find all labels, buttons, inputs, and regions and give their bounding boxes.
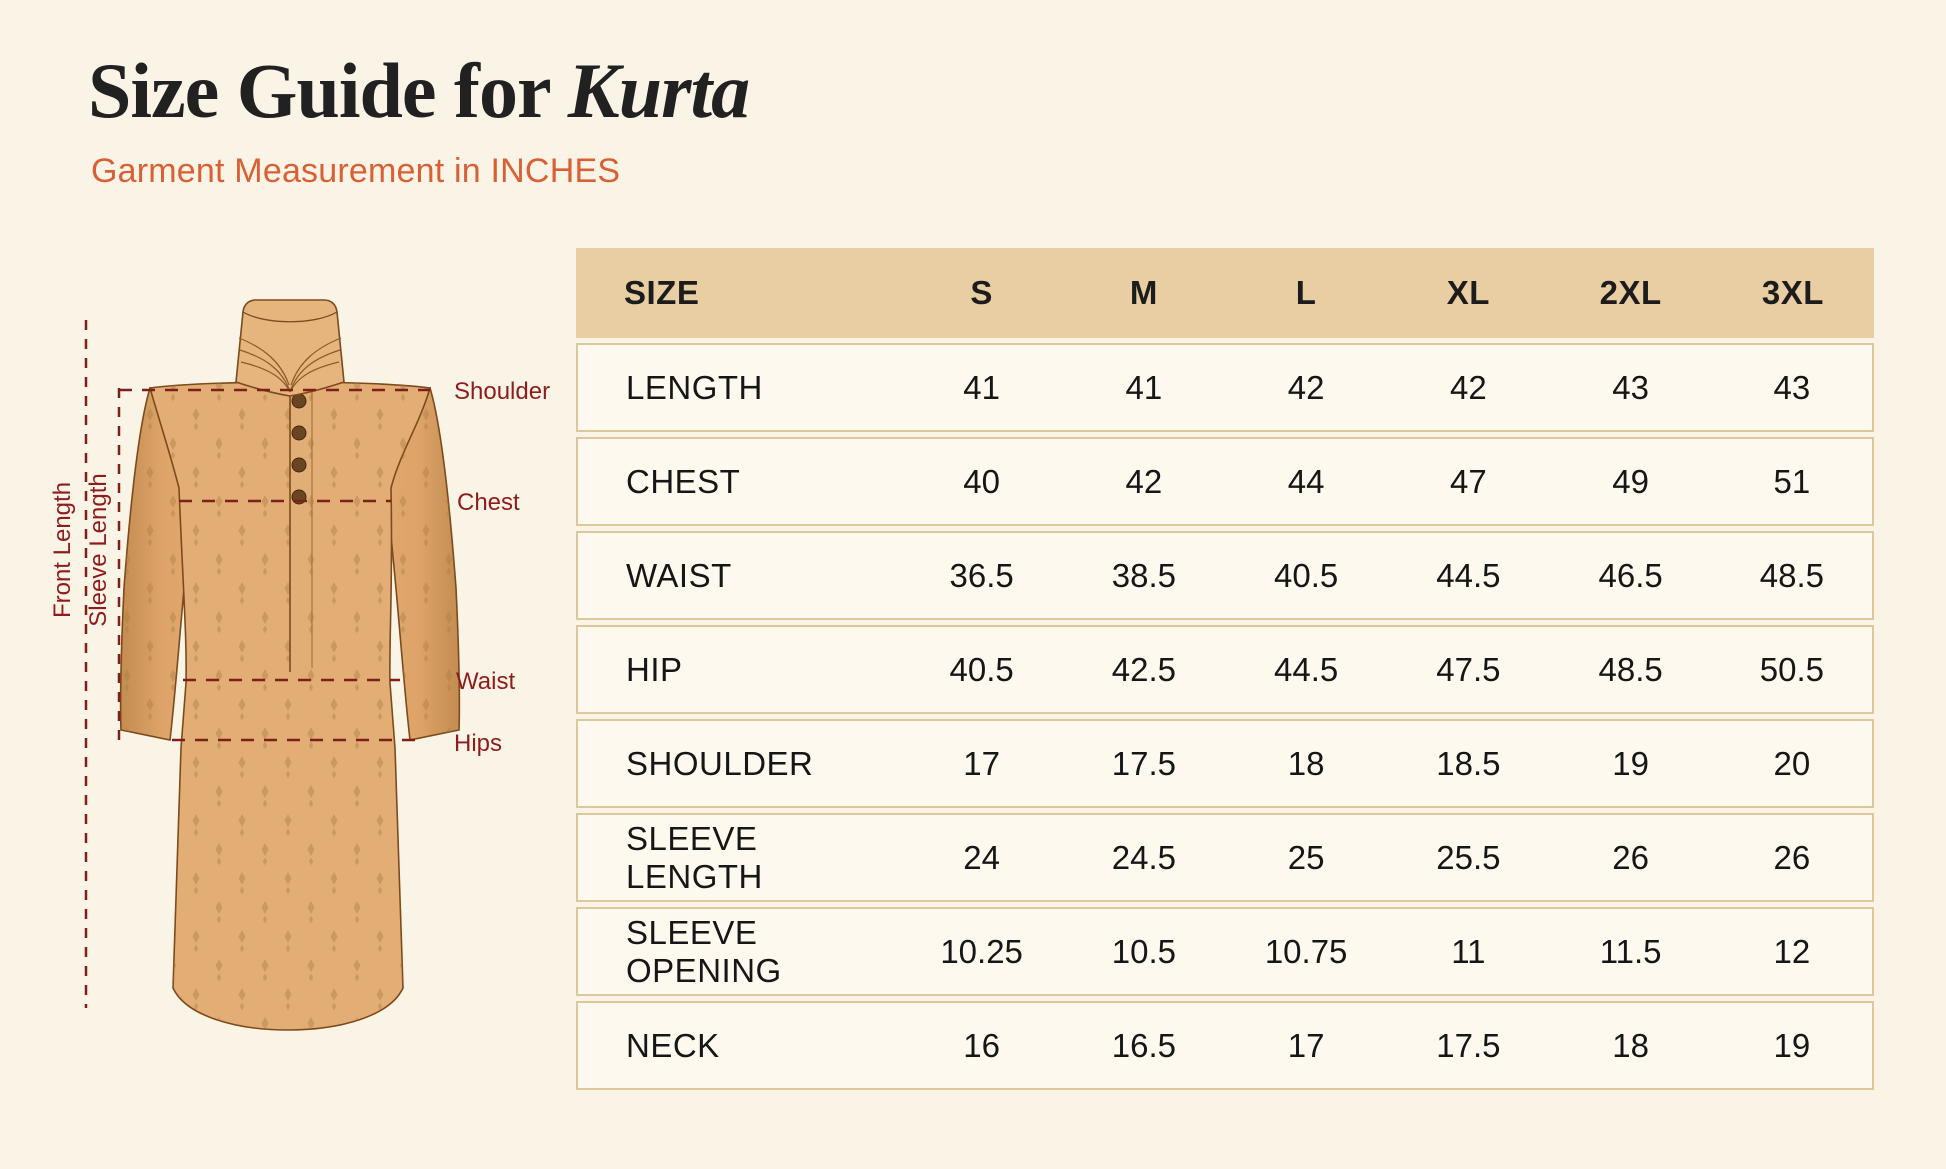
size-table: SIZE S M L XL 2XL 3XL LENGTH 41 41 42 42 43 43 CHEST 4… (576, 243, 1874, 1095)
table-row: CHEST 40 42 44 47 49 51 (576, 437, 1874, 526)
kurta-button (291, 457, 307, 473)
measurement-value: 50.5 (1711, 625, 1874, 714)
measurement-value: 24 (900, 813, 1063, 902)
front-length-label: Front Length (50, 482, 76, 618)
measurement-value: 47 (1387, 437, 1550, 526)
measurement-value: 16.5 (1062, 1001, 1225, 1090)
measurement-value: 49 (1549, 437, 1712, 526)
size-column-header: SIZE (576, 248, 901, 338)
measurement-value: 25 (1225, 813, 1388, 902)
measurement-value: 11 (1387, 907, 1550, 996)
page-subtitle: Garment Measurement in INCHES (91, 152, 621, 190)
measurement-value: 20 (1711, 719, 1874, 808)
measurement-value: 24.5 (1062, 813, 1225, 902)
measurement-value: 26 (1549, 813, 1712, 902)
waist-label: Waist (456, 668, 515, 695)
chest-label: Chest (457, 489, 520, 516)
kurta-collar (235, 299, 345, 397)
measurement-value: 40 (900, 437, 1063, 526)
size-header-2xl: 2XL (1549, 248, 1712, 338)
size-table-body: LENGTH 41 41 42 42 43 43 CHEST 40 42 44 47 49 51 WAIST… (576, 343, 1874, 1090)
measurement-value: 40.5 (1225, 531, 1388, 620)
measurement-label: NECK (576, 1001, 901, 1090)
kurta-garment-illustration: Shoulder Chest Waist Hips Front Length S… (49, 299, 550, 1031)
measurement-value: 36.5 (900, 531, 1063, 620)
measurement-value: 42 (1225, 343, 1388, 432)
measurement-value: 17 (900, 719, 1063, 808)
measurement-value: 48.5 (1711, 531, 1874, 620)
measurement-label: SHOULDER (576, 719, 901, 808)
kurta-placket (289, 392, 313, 672)
measurement-value: 42 (1062, 437, 1225, 526)
size-header-l: L (1225, 248, 1388, 338)
table-row: SHOULDER 17 17.5 18 18.5 19 20 (576, 719, 1874, 808)
measurement-value: 10.75 (1225, 907, 1388, 996)
measurement-value: 41 (900, 343, 1063, 432)
table-row: HIP 40.5 42.5 44.5 47.5 48.5 50.5 (576, 625, 1874, 714)
sleeve-length-label: Sleeve Length (85, 473, 112, 626)
measurement-value: 18 (1549, 1001, 1712, 1090)
table-row: LENGTH 41 41 42 42 43 43 (576, 343, 1874, 432)
hips-label: Hips (454, 730, 502, 757)
measurement-value: 16 (900, 1001, 1063, 1090)
size-table-container: SIZE S M L XL 2XL 3XL LENGTH 41 41 42 42 43 43 CHEST 4… (576, 243, 1874, 1095)
measurement-value: 42.5 (1062, 625, 1225, 714)
table-row: WAIST 36.5 38.5 40.5 44.5 46.5 48.5 (576, 531, 1874, 620)
measurement-value: 17.5 (1062, 719, 1225, 808)
kurta-button (291, 425, 307, 441)
measurement-label: SLEEVE OPENING (576, 907, 901, 996)
measurement-value: 41 (1062, 343, 1225, 432)
measurement-label: WAIST (576, 531, 901, 620)
measurement-value: 48.5 (1549, 625, 1712, 714)
measurement-value: 42 (1387, 343, 1550, 432)
size-header-3xl: 3XL (1711, 248, 1874, 338)
size-header-m: M (1062, 248, 1225, 338)
measurement-label: SLEEVE LENGTH (576, 813, 901, 902)
measurement-dashed-lines (84, 320, 430, 1008)
measurement-value: 18 (1225, 719, 1388, 808)
measurement-value: 44.5 (1225, 625, 1388, 714)
measurement-value: 43 (1711, 343, 1874, 432)
table-row: SLEEVE OPENING 10.25 10.5 10.75 11 11.5 12 (576, 907, 1874, 996)
measurement-value: 51 (1711, 437, 1874, 526)
shoulder-label: Shoulder (454, 378, 550, 405)
kurta-measurement-diagram: Shoulder Chest Waist Hips Front Length S… (49, 288, 560, 1088)
page-title-regular: Size Guide for (88, 47, 568, 134)
measurement-value: 12 (1711, 907, 1874, 996)
measurement-value: 46.5 (1549, 531, 1712, 620)
table-row: SLEEVE LENGTH 24 24.5 25 25.5 26 26 (576, 813, 1874, 902)
measurement-value: 18.5 (1387, 719, 1550, 808)
measurement-label: LENGTH (576, 343, 901, 432)
size-header-xl: XL (1387, 248, 1550, 338)
measurement-value: 19 (1549, 719, 1712, 808)
size-table-header-row: SIZE S M L XL 2XL 3XL (576, 248, 1874, 338)
table-row: NECK 16 16.5 17 17.5 18 19 (576, 1001, 1874, 1090)
kurta-button (291, 393, 307, 409)
page-title-italic: Kurta (567, 47, 750, 134)
measurement-value: 19 (1711, 1001, 1874, 1090)
measurement-value: 44.5 (1387, 531, 1550, 620)
measurement-value: 38.5 (1062, 531, 1225, 620)
measurement-value: 25.5 (1387, 813, 1550, 902)
measurement-value: 26 (1711, 813, 1874, 902)
measurement-label: CHEST (576, 437, 901, 526)
measurement-value: 47.5 (1387, 625, 1550, 714)
page-title: Size Guide for Kurta (88, 46, 750, 136)
measurement-value: 11.5 (1549, 907, 1712, 996)
measurement-value: 17.5 (1387, 1001, 1550, 1090)
kurta-body (148, 381, 432, 1031)
measurement-value: 44 (1225, 437, 1388, 526)
size-header-s: S (900, 248, 1063, 338)
measurement-label: HIP (576, 625, 901, 714)
measurement-value: 43 (1549, 343, 1712, 432)
measurement-value: 10.25 (900, 907, 1063, 996)
measurement-value: 17 (1225, 1001, 1388, 1090)
measurement-value: 10.5 (1062, 907, 1225, 996)
measurement-value: 40.5 (900, 625, 1063, 714)
